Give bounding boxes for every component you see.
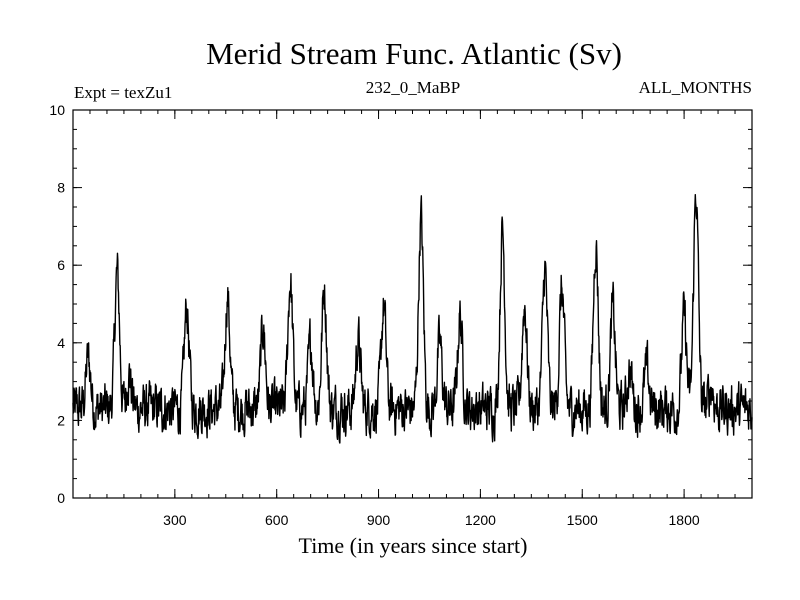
x-tick-label: 300 [163,512,187,528]
period-label: 232_0_MaBP [366,78,460,97]
x-axis-label: Time (in years since start) [299,533,528,558]
x-tick-label: 900 [367,512,391,528]
y-tick-label: 2 [57,412,65,428]
chart-title: Merid Stream Func. Atlantic (Sv) [206,36,622,71]
months-label: ALL_MONTHS [639,78,752,97]
y-tick-label: 0 [57,490,65,506]
x-tick-label: 600 [265,512,289,528]
x-axis: 300 600 900 1200 1500 1800 [89,110,736,528]
series-line [72,193,753,444]
y-axis: 0 2 4 6 8 10 [49,102,752,506]
experiment-label: Expt = texZu1 [74,83,172,102]
x-tick-label: 1800 [669,512,700,528]
y-tick-label: 6 [57,257,65,273]
y-tick-label: 4 [57,335,65,351]
plot-frame [72,109,753,499]
y-tick-label: 10 [49,102,65,118]
x-tick-label: 1200 [465,512,496,528]
y-tick-label: 8 [57,180,65,196]
x-tick-label: 1500 [567,512,598,528]
